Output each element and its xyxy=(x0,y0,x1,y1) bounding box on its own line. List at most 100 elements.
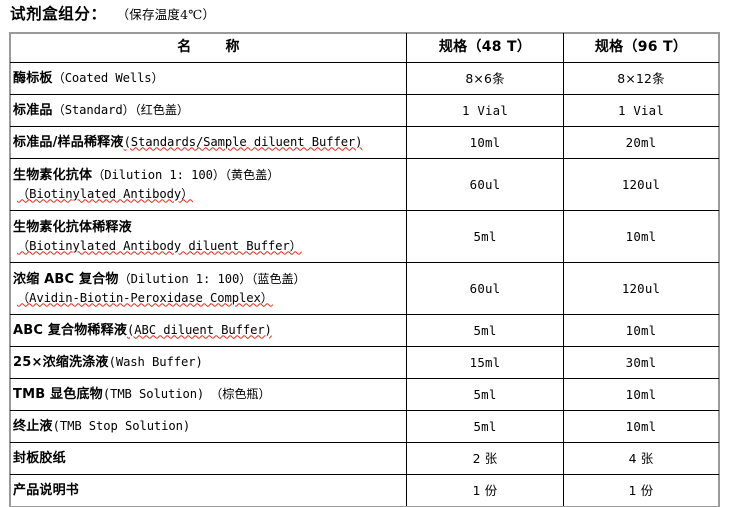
column-header-name-char2: 称 xyxy=(225,39,240,56)
spec-96t-value: 8×12条 xyxy=(617,70,665,86)
spec-48t-value: 5ml xyxy=(473,322,497,338)
component-spec-48t: 5ml xyxy=(406,410,564,443)
spec-48t-value: 60ul xyxy=(469,176,501,192)
table-row: 产品说明书 1 份 1 份 xyxy=(10,474,719,507)
spec-48t-value: 15ml xyxy=(469,354,501,370)
component-name-cell: 终止液(TMB Stop Solution) xyxy=(10,410,407,443)
component-name-cell: 浓缩 ABC 复合物（Dilution 1: 100）（蓝色盖） （Avidin… xyxy=(10,262,407,315)
component-spec-48t: 5ml xyxy=(406,210,564,263)
table-row: 酶标板（Coated Wells） 8×6条 8×12条 xyxy=(10,62,719,95)
component-name-en: （Standard）（红色盖） xyxy=(52,102,190,117)
component-spec-48t: 5ml xyxy=(406,378,564,411)
component-name-cell: 标准品（Standard）（红色盖） xyxy=(10,94,407,127)
component-spec-96t: 120ul xyxy=(563,158,719,211)
spec-96t-value: 120ul xyxy=(621,176,661,192)
component-spec-48t: 60ul xyxy=(406,262,564,315)
component-name-cn: 浓缩 ABC 复合物 xyxy=(13,271,119,287)
component-spec-48t: 2 张 xyxy=(406,442,564,475)
column-header-name: 名称 xyxy=(10,33,407,63)
table-row: 25×浓缩洗涤液(Wash Buffer) 15ml 30ml xyxy=(10,346,719,379)
table-header: 名称 规格（48 T） 规格（96 T） xyxy=(10,33,719,63)
table-row: 浓缩 ABC 复合物（Dilution 1: 100）（蓝色盖） （Avidin… xyxy=(10,262,719,315)
component-name-en-line2: （Avidin-Biotin-Peroxidase Complex） xyxy=(17,290,273,305)
table-row: 标准品（Standard）（红色盖） 1 Vial 1 Vial xyxy=(10,94,719,127)
component-name-en: (Wash Buffer) xyxy=(108,354,203,369)
component-name-cell: 封板胶纸 xyxy=(10,442,407,475)
component-name-cn: 酶标板 xyxy=(13,70,53,86)
spec-96t-value: 10ml xyxy=(625,228,657,244)
component-name-en: （Coated Wells） xyxy=(52,70,164,85)
component-name-cn: 终止液 xyxy=(13,418,53,434)
component-name-cn: 25×浓缩洗涤液 xyxy=(13,354,109,370)
component-name-cn: 标准品/样品稀释液 xyxy=(13,134,124,150)
document-title: 试剂盒组分： （保存温度4℃） xyxy=(10,2,215,30)
column-header-name-char1: 名 xyxy=(177,39,192,56)
spec-48t-value: 2 张 xyxy=(472,450,498,466)
component-name-cell: ABC 复合物稀释液(ABC diluent Buffer) xyxy=(10,314,407,347)
table-row: 封板胶纸 2 张 4 张 xyxy=(10,442,719,475)
table-row: TMB 显色底物(TMB Solution) （棕色瓶） 5ml 10ml xyxy=(10,378,719,411)
component-spec-96t: 1 份 xyxy=(563,474,719,507)
component-name-cell: 生物素化抗体（Dilution 1: 100）（黄色盖） （Biotinylat… xyxy=(10,158,407,211)
spec-48t-value: 1 份 xyxy=(472,482,498,498)
component-name-cell: 产品说明书 xyxy=(10,474,407,507)
component-spec-96t: 10ml xyxy=(563,314,719,347)
component-name-en: (TMB Stop Solution) xyxy=(52,418,191,433)
spec-96t-value: 30ml xyxy=(625,354,657,370)
component-name-cn: 生物素化抗体稀释液 xyxy=(13,219,132,235)
component-spec-96t: 8×12条 xyxy=(563,62,719,95)
table-row: 标准品/样品稀释液(Standards/Sample diluent Buffe… xyxy=(10,126,719,159)
component-spec-48t: 5ml xyxy=(406,314,564,347)
spec-96t-value: 4 张 xyxy=(628,450,654,466)
spec-48t-value: 5ml xyxy=(473,386,497,402)
component-spec-48t: 8×6条 xyxy=(406,62,564,95)
document-page: 试剂盒组分： （保存温度4℃） 名称 规格（48 T） 规格（96 T） xyxy=(9,2,720,507)
component-name-cn: 标准品 xyxy=(13,102,53,118)
storage-temperature-note: （保存温度4℃） xyxy=(116,7,216,22)
table-header-row: 名称 规格（48 T） 规格（96 T） xyxy=(10,33,719,63)
component-name-cell: 标准品/样品稀释液(Standards/Sample diluent Buffe… xyxy=(10,126,407,159)
component-name-en: (TMB Solution) （棕色瓶） xyxy=(102,386,271,401)
component-spec-96t: 120ul xyxy=(563,262,719,315)
component-name-en: （Dilution 1: 100）（蓝色盖） xyxy=(118,271,306,286)
component-name-cn: TMB 显色底物 xyxy=(13,386,103,402)
component-spec-96t: 4 张 xyxy=(563,442,719,475)
component-name-en: (ABC diluent Buffer) xyxy=(127,322,272,337)
component-name-cell: 生物素化抗体稀释液 （Biotinylated Antibody diluent… xyxy=(10,210,407,263)
component-name-en-line2: （Biotinylated Antibody diluent Buffer） xyxy=(17,238,302,253)
component-name-cell: TMB 显色底物(TMB Solution) （棕色瓶） xyxy=(10,378,407,411)
table-row: 生物素化抗体（Dilution 1: 100）（黄色盖） （Biotinylat… xyxy=(10,158,719,211)
component-spec-48t: 1 份 xyxy=(406,474,564,507)
column-header-spec-96t: 规格（96 T） xyxy=(563,33,719,63)
table-row: ABC 复合物稀释液(ABC diluent Buffer) 5ml 10ml xyxy=(10,314,719,347)
component-spec-96t: 30ml xyxy=(563,346,719,379)
spec-48t-value: 8×6条 xyxy=(465,70,505,86)
component-name-cell: 酶标板（Coated Wells） xyxy=(10,62,407,95)
component-spec-48t: 15ml xyxy=(406,346,564,379)
component-spec-48t: 10ml xyxy=(406,126,564,159)
component-spec-48t: 1 Vial xyxy=(406,94,564,127)
spec-96t-value: 1 Vial xyxy=(618,102,664,118)
spec-48t-value: 60ul xyxy=(469,280,501,296)
component-spec-96t: 10ml xyxy=(563,378,719,411)
component-spec-96t: 1 Vial xyxy=(563,94,719,127)
component-spec-96t: 10ml xyxy=(563,210,719,263)
spec-48t-value: 1 Vial xyxy=(462,102,508,118)
component-name-cn: 生物素化抗体 xyxy=(13,167,93,183)
component-name-en-line2: （Biotinylated Antibody） xyxy=(17,186,194,201)
component-name-en: （Dilution 1: 100）（黄色盖） xyxy=(92,167,280,182)
table-row: 生物素化抗体稀释液 （Biotinylated Antibody diluent… xyxy=(10,210,719,263)
spec-96t-value: 10ml xyxy=(625,418,657,434)
spec-48t-value: 5ml xyxy=(473,228,497,244)
spec-96t-value: 1 份 xyxy=(628,482,654,498)
component-name-cn: 产品说明书 xyxy=(13,482,80,498)
table-row: 终止液(TMB Stop Solution) 5ml 10ml xyxy=(10,410,719,443)
component-spec-48t: 60ul xyxy=(406,158,564,211)
component-spec-96t: 20ml xyxy=(563,126,719,159)
component-name-cn: 封板胶纸 xyxy=(13,450,66,466)
component-spec-96t: 10ml xyxy=(563,410,719,443)
component-name-cn: ABC 复合物稀释液 xyxy=(13,322,128,338)
kit-components-table: 名称 规格（48 T） 规格（96 T） 酶标板（Coated Wells） 8… xyxy=(9,32,720,507)
spec-96t-value: 20ml xyxy=(625,134,657,150)
spec-48t-value: 10ml xyxy=(469,134,501,150)
